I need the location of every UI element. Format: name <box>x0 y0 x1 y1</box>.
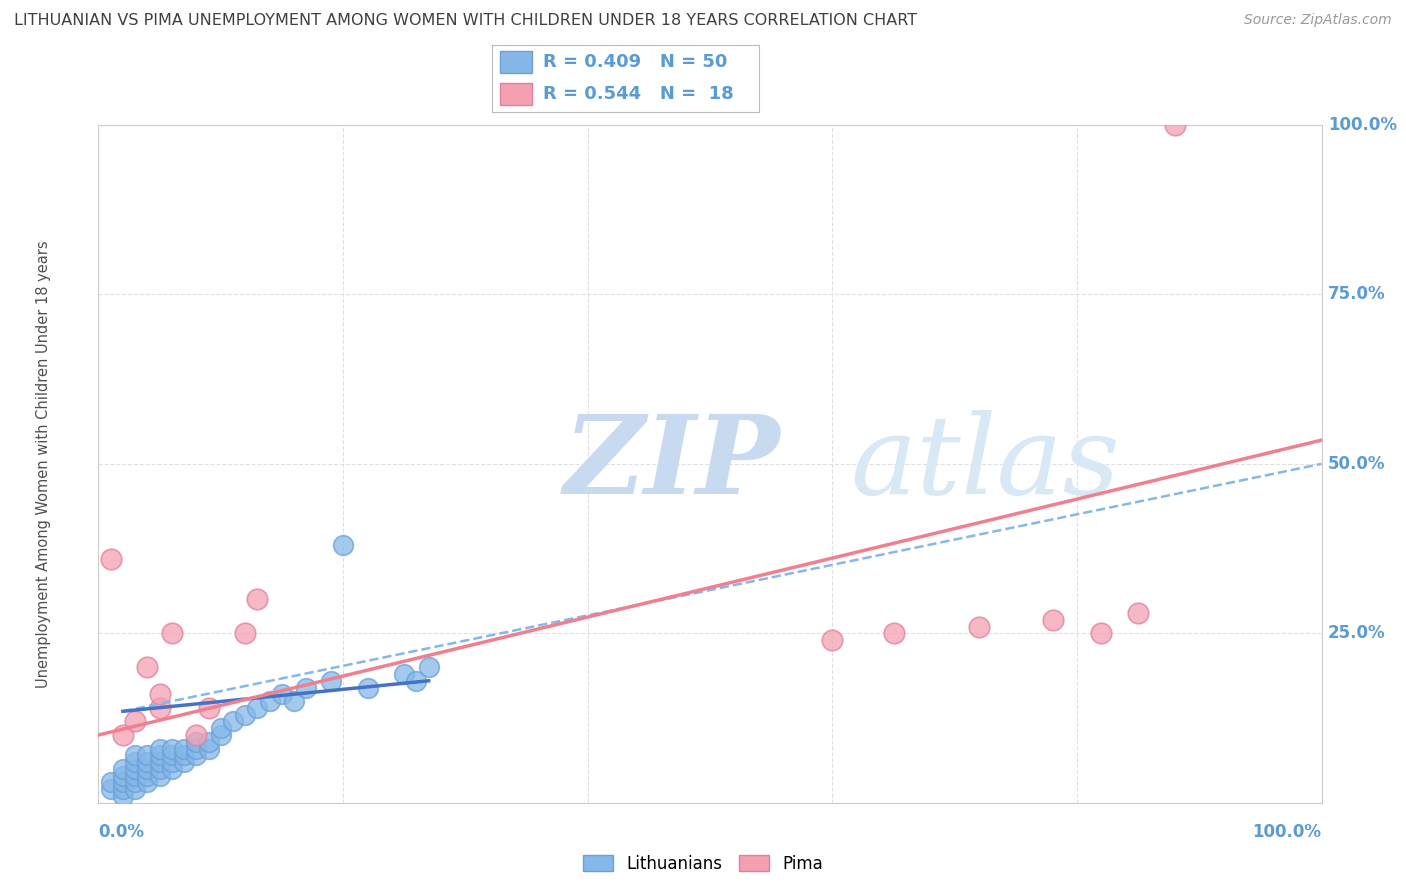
Point <box>136 748 159 763</box>
Point <box>1164 118 1187 132</box>
Point <box>149 687 172 701</box>
Point <box>246 701 269 715</box>
Point <box>160 741 183 756</box>
Point <box>111 728 134 742</box>
Point <box>111 789 134 803</box>
Point <box>222 714 245 729</box>
Point <box>405 673 427 688</box>
Point <box>149 741 172 756</box>
Point <box>418 660 440 674</box>
Point <box>197 735 219 749</box>
Point <box>124 748 146 763</box>
Text: 50.0%: 50.0% <box>1327 455 1385 473</box>
Text: 0.0%: 0.0% <box>98 823 145 841</box>
Point <box>136 775 159 789</box>
Point <box>1090 626 1112 640</box>
Point <box>967 619 990 633</box>
Point <box>1128 606 1150 620</box>
Point <box>883 626 905 640</box>
Point <box>149 748 172 763</box>
Point <box>173 748 195 763</box>
Point <box>186 735 208 749</box>
Point <box>356 681 378 695</box>
Point <box>160 755 183 769</box>
Point <box>197 741 219 756</box>
Point <box>233 626 256 640</box>
Point <box>124 782 146 797</box>
Point <box>821 633 844 648</box>
Point <box>283 694 305 708</box>
Text: 100.0%: 100.0% <box>1253 823 1322 841</box>
Point <box>173 741 195 756</box>
Point <box>100 551 122 566</box>
Point <box>160 748 183 763</box>
Text: R = 0.409   N = 50: R = 0.409 N = 50 <box>543 53 727 71</box>
Point <box>124 775 146 789</box>
Point <box>124 769 146 783</box>
Point <box>149 762 172 776</box>
Legend: Lithuanians, Pima: Lithuanians, Pima <box>576 848 830 880</box>
Point <box>233 707 256 722</box>
Point <box>111 782 134 797</box>
Point <box>209 721 232 735</box>
Text: ZIP: ZIP <box>564 410 780 517</box>
Point <box>186 728 208 742</box>
Text: atlas: atlas <box>851 410 1121 517</box>
Point <box>259 694 281 708</box>
Point <box>209 728 232 742</box>
Point <box>160 762 183 776</box>
Point <box>136 762 159 776</box>
Point <box>186 741 208 756</box>
Bar <box>501 51 531 73</box>
Point <box>149 701 172 715</box>
Text: R = 0.544   N =  18: R = 0.544 N = 18 <box>543 85 734 103</box>
Point <box>270 687 294 701</box>
Point <box>100 775 122 789</box>
Text: 100.0%: 100.0% <box>1327 116 1396 134</box>
Point <box>186 748 208 763</box>
Point <box>173 755 195 769</box>
Text: Source: ZipAtlas.com: Source: ZipAtlas.com <box>1244 13 1392 28</box>
Point <box>1042 613 1064 627</box>
Text: LITHUANIAN VS PIMA UNEMPLOYMENT AMONG WOMEN WITH CHILDREN UNDER 18 YEARS CORRELA: LITHUANIAN VS PIMA UNEMPLOYMENT AMONG WO… <box>14 13 917 29</box>
Point <box>136 769 159 783</box>
Point <box>136 660 159 674</box>
Point <box>111 775 134 789</box>
Point <box>246 592 269 607</box>
Point <box>332 538 354 552</box>
Text: 75.0%: 75.0% <box>1327 285 1385 303</box>
Point <box>160 626 183 640</box>
Point <box>100 782 122 797</box>
Point <box>111 769 134 783</box>
Point <box>319 673 342 688</box>
Text: 25.0%: 25.0% <box>1327 624 1385 642</box>
Point <box>149 755 172 769</box>
Point <box>124 762 146 776</box>
Point <box>197 701 219 715</box>
Point <box>392 667 416 681</box>
Point <box>124 714 146 729</box>
Point <box>111 762 134 776</box>
Point <box>149 769 172 783</box>
Text: Unemployment Among Women with Children Under 18 years: Unemployment Among Women with Children U… <box>37 240 51 688</box>
Point <box>295 681 318 695</box>
Point <box>124 755 146 769</box>
Point <box>136 755 159 769</box>
Bar <box>501 83 531 104</box>
